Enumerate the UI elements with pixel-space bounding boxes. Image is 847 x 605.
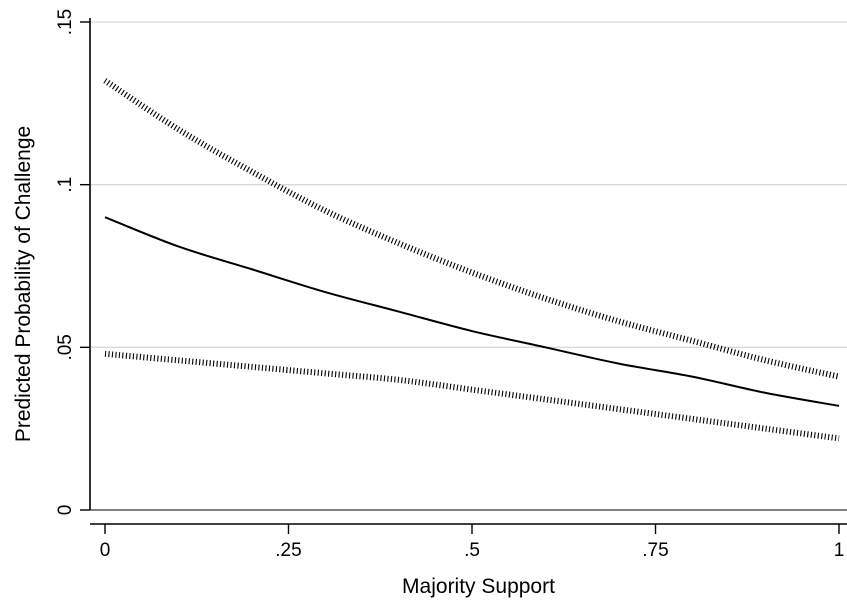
y-tick-label: .05 (55, 334, 76, 360)
x-tick-label: 1 (834, 540, 845, 561)
x-tick-label: 0 (100, 540, 111, 561)
y-axis-title: Predicted Probability of Challenge (12, 126, 35, 442)
upper-confidence-line (103, 78, 840, 380)
y-tick-label: .15 (55, 9, 76, 35)
plot-series (103, 78, 840, 442)
y-tick-label: .1 (55, 177, 76, 193)
x-axis-title: Majority Support (402, 575, 555, 598)
prediction-line (104, 216, 840, 407)
x-tick-label: .75 (642, 540, 668, 561)
axes: 0 .05 .1 .15 0 .25 .5 .75 1 (55, 9, 847, 561)
grid-lines (90, 21, 847, 511)
lower-confidence-line (104, 350, 840, 442)
y-tick-label: 0 (55, 505, 76, 516)
x-tick-label: .25 (275, 540, 301, 561)
x-tick-label: .5 (464, 540, 480, 561)
